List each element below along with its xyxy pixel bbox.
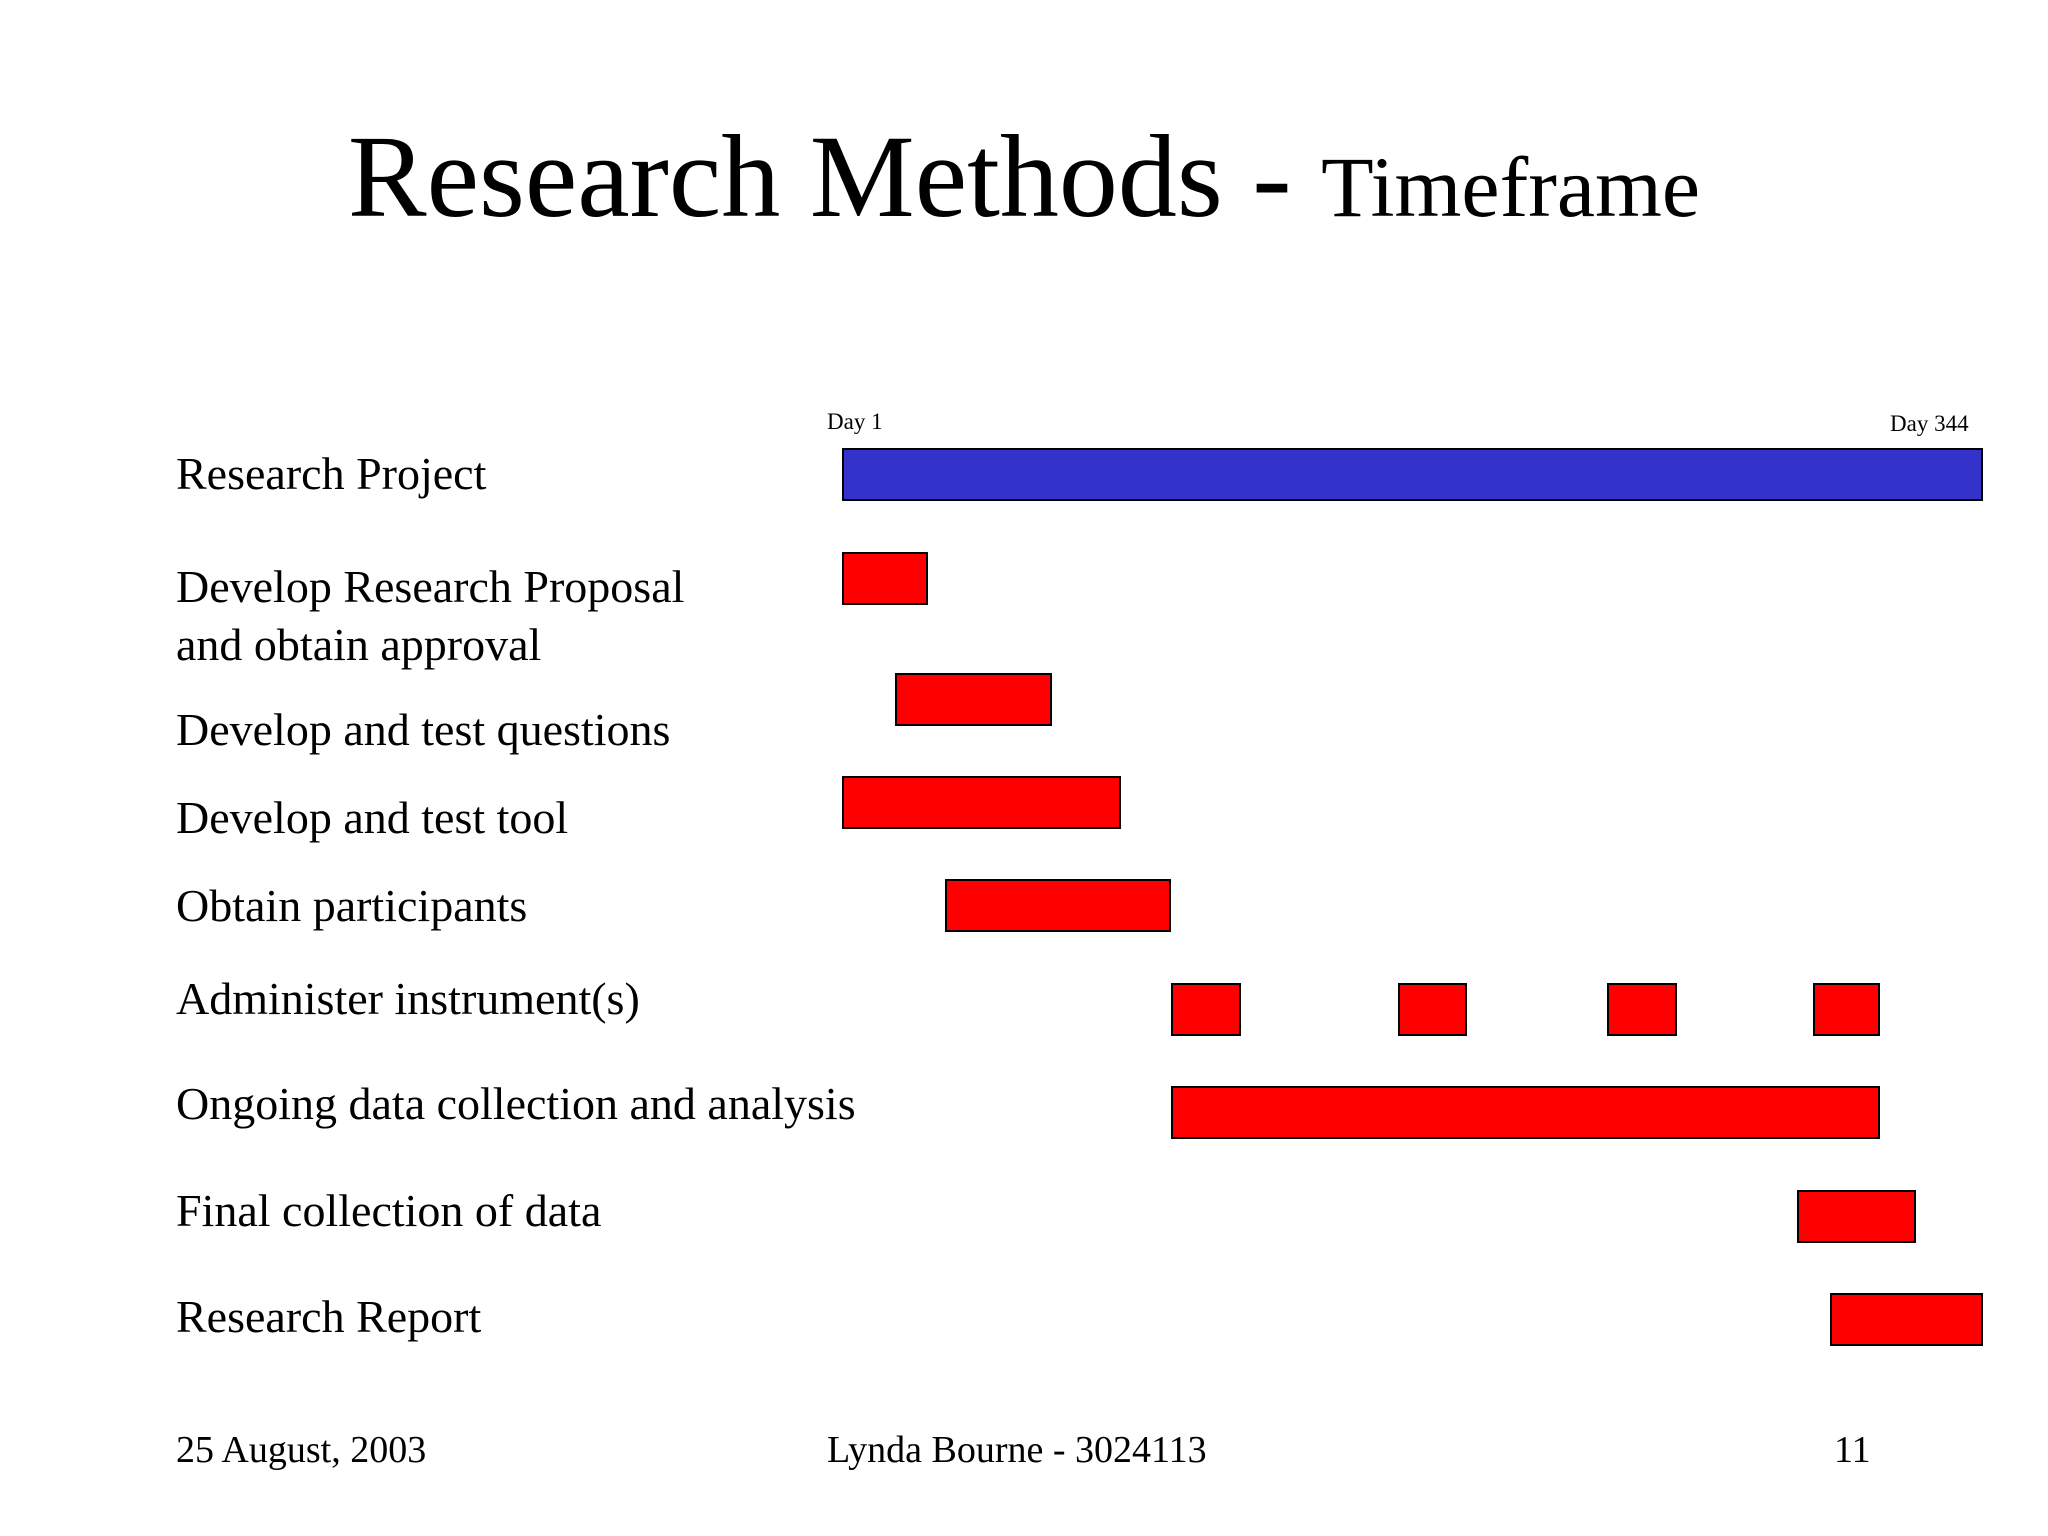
task-bar [842, 552, 929, 605]
task-label: Research Project [176, 445, 486, 503]
task-label-line: Final collection of data [176, 1185, 602, 1236]
task-label-line: Develop and test tool [176, 792, 569, 843]
task-bar [1171, 1086, 1880, 1139]
task-bar [895, 673, 1052, 726]
timeline-start-label: Day 1 [827, 409, 883, 434]
task-label-line: Develop Research Proposal [176, 561, 685, 612]
task-label-line: Develop and test questions [176, 704, 671, 755]
task-label: Research Report [176, 1288, 481, 1346]
slide-title: Research Methods - Timeframe [0, 118, 2048, 236]
task-label-line: Administer instrument(s) [176, 973, 640, 1024]
task-label: Develop and test questions [176, 701, 670, 759]
task-bar [1397, 983, 1468, 1036]
task-label-line: Research Project [176, 448, 487, 499]
task-label-line: Obtain participants [176, 880, 528, 931]
footer-page-number: 11 [1834, 1429, 1871, 1471]
task-bar [1171, 983, 1242, 1036]
task-bar [945, 879, 1172, 932]
slide-title-sub: Timeframe [1321, 139, 1701, 235]
task-label: Final collection of data [176, 1182, 601, 1240]
task-bar [1829, 1293, 1983, 1346]
footer-date: 25 August, 2003 [176, 1429, 427, 1471]
task-bar [1796, 1190, 1917, 1243]
footer-author: Lynda Bourne - 3024113 [827, 1429, 1207, 1471]
task-label-line: Research Report [176, 1291, 482, 1342]
task-label: Ongoing data collection and analysis [176, 1075, 856, 1133]
task-label: Develop Research Proposal and obtain appr… [176, 558, 684, 674]
task-label-line: and obtain approval [176, 619, 542, 670]
task-bar [1813, 983, 1880, 1036]
task-bar [1607, 983, 1677, 1036]
task-label: Administer instrument(s) [176, 970, 640, 1028]
timeline-end-label: Day 344 [1890, 411, 1969, 436]
slide-title-main: Research Methods - [347, 111, 1322, 242]
project-bar [842, 448, 1983, 501]
task-label-line: Ongoing data collection and analysis [176, 1078, 856, 1129]
task-label: Develop and test tool [176, 789, 568, 847]
task-label: Obtain participants [176, 877, 527, 935]
task-bar [842, 776, 1122, 829]
